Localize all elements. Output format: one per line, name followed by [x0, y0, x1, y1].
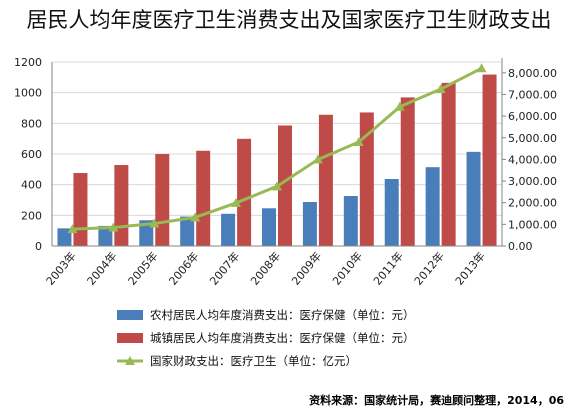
right-tick-label: 1,000.00	[508, 218, 557, 231]
fiscal-marker	[67, 224, 78, 234]
bar-urban	[278, 125, 292, 246]
bar-rural	[466, 151, 481, 246]
x-tick-label: 2011年	[370, 249, 406, 288]
bar-urban	[114, 165, 129, 246]
bar-urban	[318, 114, 333, 246]
bar-urban	[482, 74, 497, 246]
x-tick-label: 2012年	[411, 249, 447, 288]
fiscal-marker	[394, 101, 405, 111]
bar-rural	[180, 216, 195, 246]
x-axis-ticks: 2003年 2004年 2005年 2006年 2007年 2008年 2009年 2010年…	[43, 249, 488, 288]
legend-label-fiscal: 国家财政支出：医疗卫生（单位：亿元）	[150, 354, 357, 368]
fiscal-marker	[272, 181, 282, 191]
legend-swatch-urban	[117, 333, 143, 343]
right-axis-ticks: 0.00 1,000.00 2,000.00 3,000.00 4,000.00 5,00…	[502, 67, 557, 253]
left-tick-label: 0	[35, 240, 42, 253]
right-tick-label: 6,000.00	[508, 110, 557, 123]
bar-rural	[302, 201, 317, 246]
right-tick-label: 7,000.00	[508, 88, 557, 101]
x-tick-label: 2006年	[166, 249, 202, 288]
x-tick-label: 2010年	[329, 249, 365, 288]
x-tick-label: 2007年	[207, 249, 243, 288]
fiscal-marker	[435, 84, 446, 94]
fiscal-marker	[190, 212, 201, 222]
axes	[51, 58, 503, 247]
source-note: 资料来源：国家统计局，赛迪顾问整理，2014，06	[309, 394, 564, 407]
x-tick-label: 2009年	[288, 249, 324, 288]
left-tick-label: 200	[21, 209, 42, 222]
fiscal-marker	[476, 63, 487, 73]
fiscal-marker	[149, 218, 160, 228]
right-tick-label: 3,000.00	[508, 175, 557, 188]
legend-label-urban: 城镇居民人均年度消费支出：医疗保健（单位：元）	[150, 331, 415, 345]
right-tick-label: 4,000.00	[508, 153, 557, 166]
right-tick-label: 8,000.00	[508, 67, 557, 80]
right-tick-label: 2,000.00	[508, 197, 557, 210]
bar-series	[57, 74, 497, 247]
line-series	[67, 63, 487, 234]
legend-label-rural: 农村居民人均年度消费支出：医疗保健（单位：元）	[150, 308, 415, 322]
left-tick-label: 400	[21, 179, 42, 192]
fiscal-marker	[353, 137, 364, 147]
chart-title: 居民人均年度医疗卫生消费支出及国家医疗卫生财政支出	[26, 8, 552, 32]
left-tick-label: 1200	[14, 56, 42, 69]
bar-urban	[155, 154, 170, 246]
legend-swatch-rural	[117, 310, 143, 320]
right-tick-label: 0.00	[508, 240, 533, 253]
fiscal-marker	[231, 197, 242, 207]
right-tick-label: 5,000.00	[508, 132, 557, 145]
left-tick-label: 1000	[14, 87, 42, 100]
x-tick-label: 2004年	[84, 249, 120, 288]
x-tick-label: 2013年	[452, 249, 488, 288]
bar-rural	[343, 196, 358, 246]
fiscal-marker	[312, 154, 323, 164]
fiscal-marker	[108, 222, 119, 232]
x-tick-label: 2005年	[125, 249, 161, 288]
bar-rural	[262, 208, 276, 246]
bar-rural	[384, 178, 399, 246]
bar-rural	[425, 167, 440, 246]
bar-urban	[400, 97, 415, 246]
legend-swatch-fiscal-marker	[125, 356, 135, 365]
bar-urban	[73, 173, 88, 246]
bar-urban	[237, 138, 252, 246]
left-axis-ticks: 0 200 400 600 800 1000 1200	[14, 56, 42, 253]
x-tick-label: 2008年	[248, 249, 284, 288]
left-tick-label: 600	[21, 148, 42, 161]
bar-urban	[196, 150, 211, 246]
x-tick-label: 2003年	[43, 249, 79, 288]
bar-rural	[221, 213, 236, 246]
bar-urban	[441, 82, 456, 246]
left-tick-label: 800	[21, 117, 42, 130]
legend: 农村居民人均年度消费支出：医疗保健（单位：元） 城镇居民人均年度消费支出：医疗保…	[117, 308, 415, 368]
